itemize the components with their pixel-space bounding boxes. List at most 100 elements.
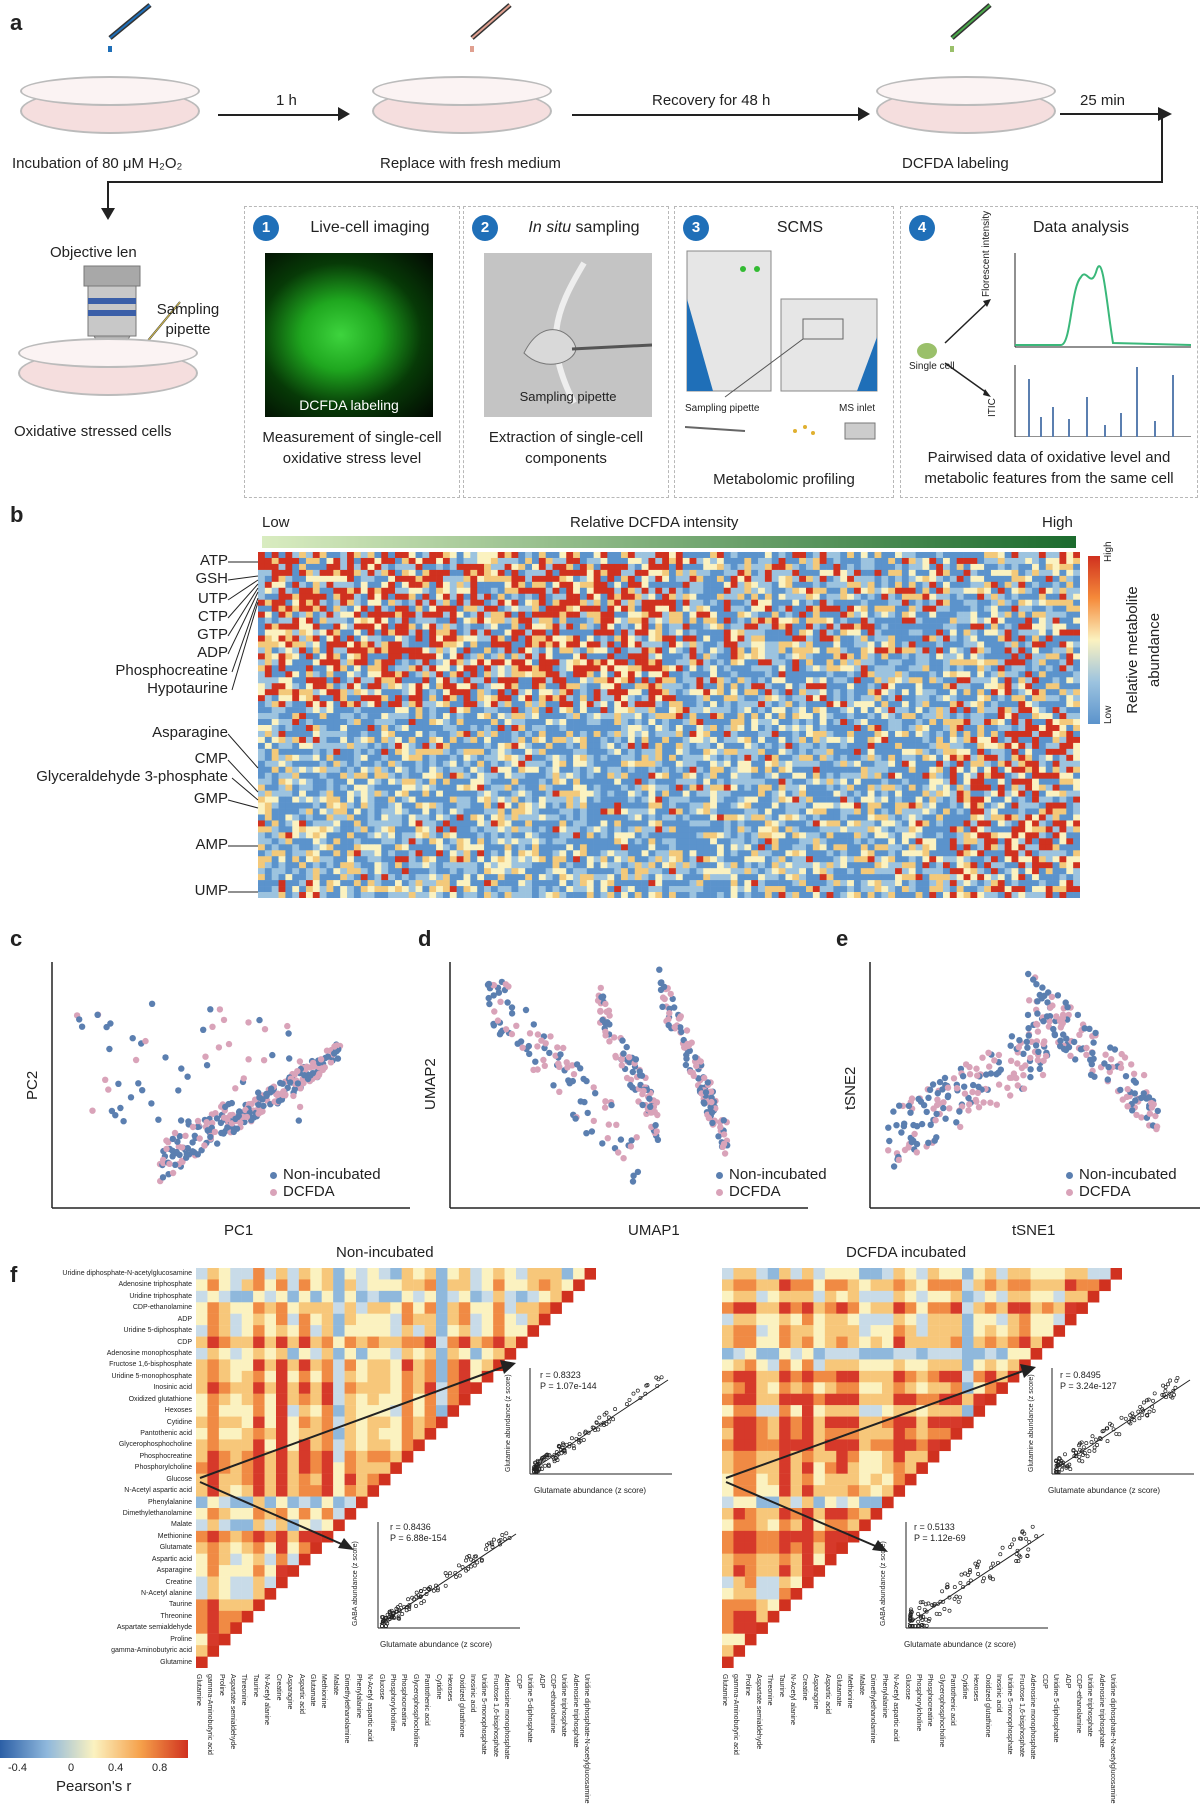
heatmap-cell — [511, 593, 519, 601]
heatmap-cell — [627, 748, 636, 756]
heatmap-cell — [922, 784, 930, 791]
heatmap-cell — [347, 635, 355, 642]
heatmap-cell — [895, 713, 903, 720]
heatmap-cell — [764, 659, 773, 666]
heatmap-cell — [607, 587, 615, 595]
heatmap-cell — [566, 695, 574, 702]
heatmap-cell — [367, 629, 375, 636]
heatmap-cell — [278, 778, 286, 785]
heatmap-cell — [299, 671, 307, 678]
heatmap-cell — [566, 659, 574, 666]
heatmap-cell — [915, 593, 923, 601]
heatmap-cell — [559, 778, 567, 785]
heatmap-cell — [853, 659, 862, 666]
heatmap-cell — [675, 623, 683, 630]
heatmap-cell — [504, 778, 512, 785]
heatmap-cell — [943, 778, 951, 785]
heatmap-cell — [963, 635, 971, 642]
heatmap-cell — [1059, 677, 1067, 684]
heatmap-cell — [812, 766, 820, 774]
heatmap-cell — [853, 653, 862, 660]
heatmap-cell — [799, 719, 807, 726]
heatmap-cell — [833, 736, 841, 744]
heatmap-cell — [579, 772, 588, 779]
heatmap-cell — [737, 581, 745, 589]
heatmap-cell — [367, 730, 375, 738]
heatmap-cell — [771, 629, 779, 636]
heatmap-cell — [949, 677, 957, 684]
heatmap-cell — [867, 736, 875, 744]
heatmap-cell — [812, 617, 820, 624]
heatmap-cell — [278, 784, 286, 791]
heatmap-cell — [422, 677, 430, 684]
heatmap-cell — [627, 683, 636, 690]
heatmap-cell — [723, 713, 731, 720]
heatmap-cell — [1004, 552, 1012, 559]
heatmap-cell — [401, 569, 409, 577]
heatmap-cell — [799, 665, 807, 672]
heatmap-cell — [271, 653, 279, 660]
heatmap-cell — [860, 683, 868, 690]
heatmap-cell — [826, 617, 834, 624]
heatmap-cell — [758, 635, 766, 642]
heatmap-cell — [730, 563, 738, 571]
heatmap-cell — [840, 557, 848, 565]
heatmap-cell — [559, 665, 567, 672]
heatmap-cell — [895, 707, 903, 714]
heatmap-cell — [401, 587, 409, 595]
heatmap-cell — [826, 760, 834, 768]
heatmap-cell — [374, 701, 382, 708]
heatmap-cell — [333, 569, 341, 577]
heatmap-cell — [388, 677, 396, 684]
heatmap-cell — [340, 629, 348, 636]
heatmap-cell — [888, 778, 896, 785]
heatmap-cell — [1004, 557, 1012, 565]
heatmap-cell — [497, 689, 505, 696]
heatmap-cell — [559, 754, 567, 762]
heatmap-cell — [1066, 748, 1074, 756]
heatmap-cell — [271, 772, 279, 779]
heatmap-cell — [833, 665, 841, 672]
heatmap-cell — [648, 557, 656, 565]
heatmap-cell — [943, 784, 951, 791]
heatmap-cell — [627, 689, 636, 696]
heatmap-cell — [915, 725, 923, 732]
heatmap-cell — [586, 677, 594, 684]
heatmap-cell — [1059, 647, 1067, 654]
heatmap-cell — [1004, 611, 1012, 618]
heatmap-cell — [559, 730, 567, 738]
heatmap-cell — [326, 659, 334, 666]
heatmap-cell — [689, 766, 697, 774]
heatmap-cell — [559, 713, 567, 720]
heatmap-cell — [436, 701, 444, 708]
heatmap-cell — [730, 719, 738, 726]
heatmap-cell — [347, 605, 355, 612]
heatmap-cell — [901, 665, 910, 672]
heatmap-cell — [943, 647, 951, 654]
heatmap-cell — [1066, 569, 1074, 577]
heatmap-cell — [463, 659, 471, 666]
heatmap-cell — [655, 575, 663, 583]
heatmap-cell — [504, 671, 512, 678]
heatmap-cell — [922, 599, 930, 606]
heatmap-cell — [326, 730, 334, 738]
heatmap-cell — [264, 701, 272, 708]
heatmap-cell — [511, 647, 519, 654]
heatmap-cell — [860, 552, 868, 559]
heatmap-cell — [812, 689, 820, 696]
heatmap-cell — [442, 653, 451, 660]
heatmap-cell — [305, 701, 314, 708]
heatmap-cell — [312, 671, 320, 678]
heatmap-cell — [258, 635, 266, 642]
heatmap-cell — [374, 730, 382, 738]
heatmap-cell — [326, 790, 334, 797]
heatmap-cell — [908, 635, 916, 642]
heatmap-cell — [758, 748, 766, 756]
heatmap-cell — [305, 665, 314, 672]
heatmap-cell — [504, 635, 512, 642]
heatmap-cell — [881, 730, 889, 738]
heatmap-cell — [292, 587, 300, 595]
heatmap-cell — [785, 593, 793, 601]
heatmap-cell — [415, 772, 423, 779]
heatmap-cell — [545, 569, 553, 577]
